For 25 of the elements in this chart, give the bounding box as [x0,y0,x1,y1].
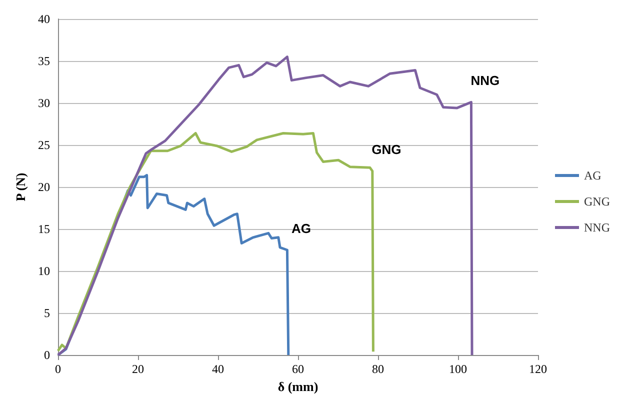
y-tick-label: 0 [44,348,50,362]
y-tick-label: 10 [38,264,50,278]
legend-label: AG [584,168,602,182]
legend-label: GNG [584,194,610,208]
text: AG [291,221,311,236]
text: NNG [470,73,500,88]
text: GNG [372,142,402,158]
y-tick-label: 40 [38,12,50,26]
x-tick-label: 100 [449,362,467,376]
x-tick-label: 0 [55,362,61,376]
y-tick-label: 30 [38,96,50,110]
x-tick-label: 60 [292,362,304,376]
x-tick-label: 20 [132,362,144,376]
line-series [56,56,474,356]
y-tick-label: 5 [44,306,50,320]
x-tick-label: 40 [212,362,224,376]
y-tick-label: 20 [38,180,50,194]
y-axis-title: P (N) [13,172,28,202]
x-tick-label: 80 [372,362,384,376]
y-tick-label: 35 [38,54,50,68]
y-tick-label: 25 [38,138,50,152]
x-axis-title: δ (mm) [278,379,318,394]
y-tick-label: 15 [38,222,50,236]
x-tick-label: 120 [529,362,547,376]
legend-label: NNG [584,220,610,234]
